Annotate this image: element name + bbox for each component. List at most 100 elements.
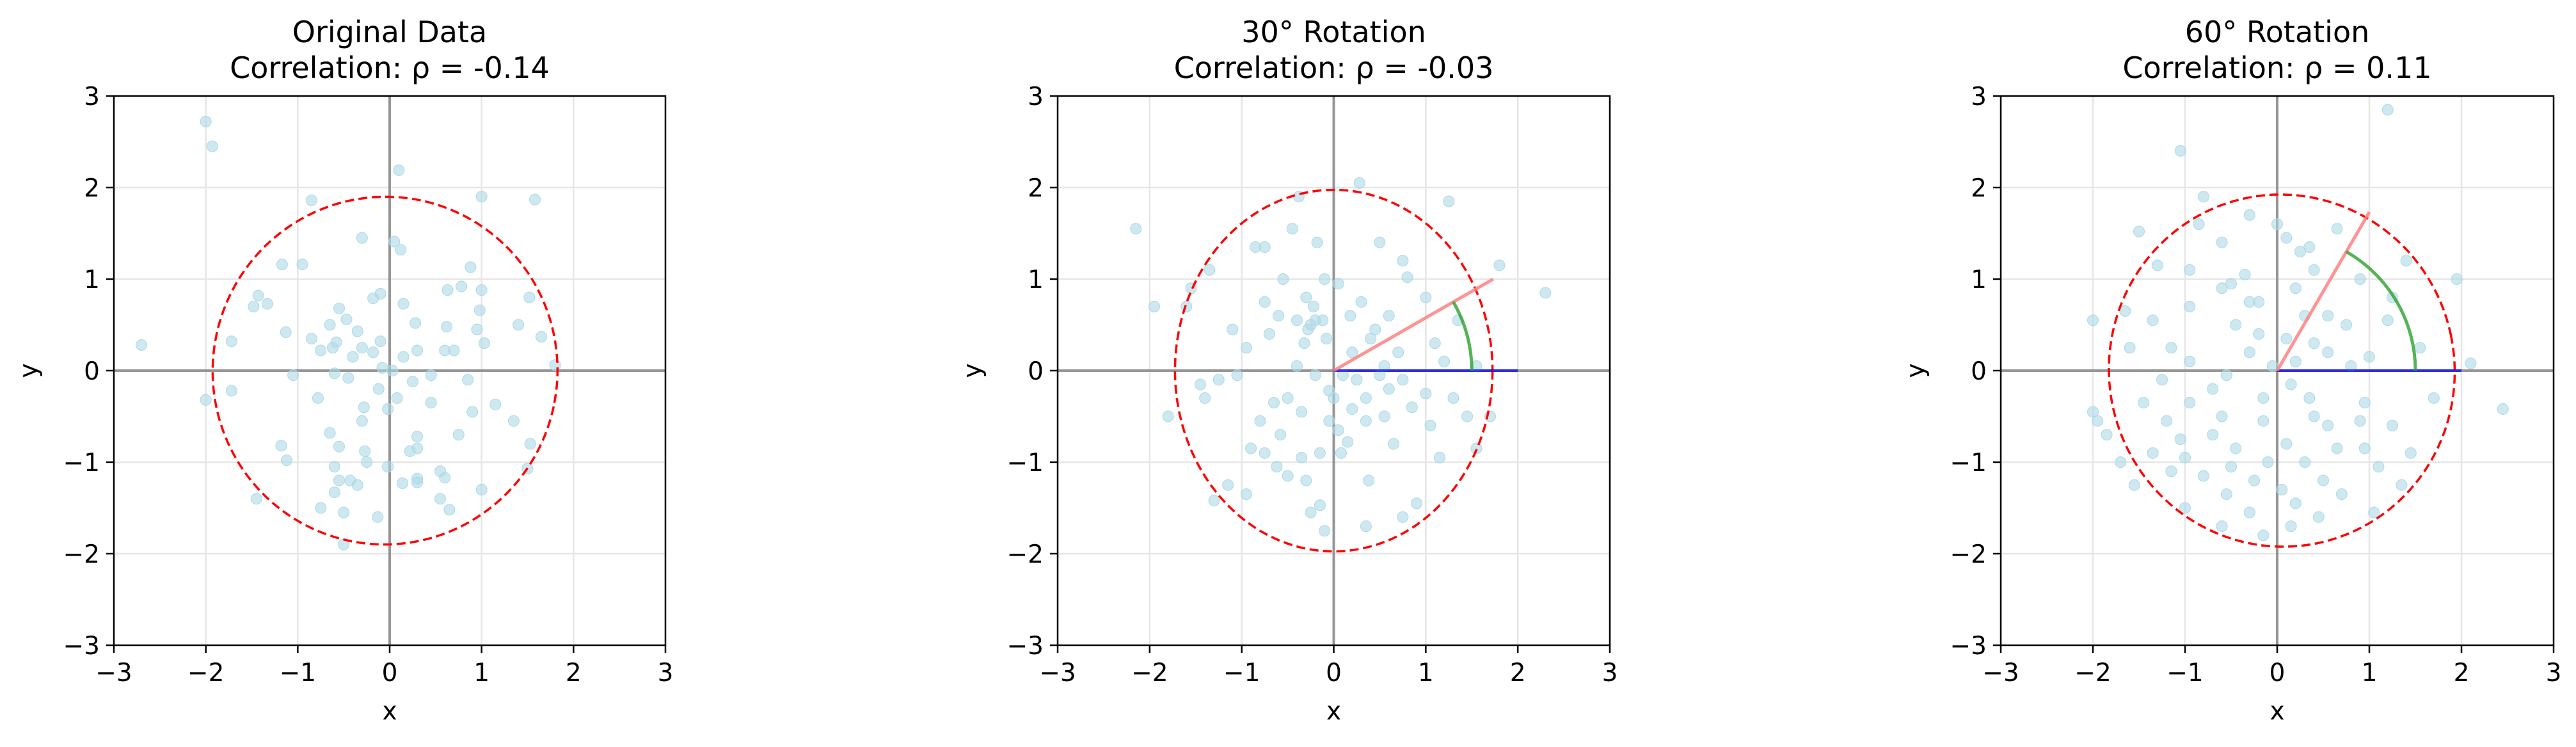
- data-point: [2308, 410, 2320, 422]
- data-point: [305, 332, 317, 344]
- data-point: [2179, 451, 2191, 463]
- y-tick-label: 1: [84, 266, 100, 294]
- data-point: [1273, 310, 1285, 322]
- data-point: [1429, 337, 1441, 349]
- data-point: [372, 511, 384, 523]
- data-point: [1387, 438, 1399, 450]
- data-point: [465, 261, 477, 273]
- data-point: [326, 342, 338, 354]
- x-tick-label: 3: [658, 659, 674, 687]
- data-point: [376, 362, 388, 374]
- data-point: [1420, 387, 1432, 399]
- data-point: [1277, 273, 1289, 285]
- data-point: [2257, 415, 2270, 427]
- y-tick-label: −3: [1950, 632, 1987, 661]
- data-point: [1286, 223, 1298, 235]
- data-point: [2165, 342, 2177, 354]
- rotation-angle-arc: [2345, 250, 2417, 371]
- confidence-ellipse: [211, 195, 559, 546]
- data-point: [1328, 392, 1340, 404]
- y-tick-label: 2: [84, 174, 100, 203]
- data-point: [1314, 499, 1326, 511]
- data-point: [478, 337, 490, 349]
- data-point: [529, 193, 541, 205]
- data-point: [136, 339, 148, 351]
- data-point: [404, 445, 416, 457]
- data-point: [2289, 355, 2302, 367]
- data-point: [2308, 264, 2320, 276]
- data-point: [2364, 351, 2375, 363]
- x-tick-label: 1: [473, 659, 489, 687]
- data-point: [2405, 447, 2417, 459]
- data-point: [1282, 470, 1294, 482]
- y-tick-label: 1: [1971, 266, 1987, 294]
- data-point: [1314, 447, 1326, 459]
- data-point: [2262, 456, 2274, 468]
- data-point: [2322, 419, 2334, 431]
- data-point: [1438, 355, 1451, 367]
- x-tick-label: −1: [280, 659, 317, 687]
- data-point: [2115, 456, 2127, 468]
- y-tick-label: −3: [1007, 632, 1044, 661]
- rotated-direction-line: [1333, 277, 1494, 373]
- data-point: [248, 300, 260, 312]
- data-point: [1332, 424, 1344, 436]
- data-point: [2358, 397, 2371, 409]
- data-point: [1470, 442, 1483, 454]
- data-point: [2197, 470, 2209, 482]
- data-point: [397, 298, 409, 310]
- data-point: [2239, 268, 2251, 280]
- data-point: [2253, 296, 2265, 308]
- data-point: [1291, 314, 1303, 326]
- data-point: [281, 454, 293, 467]
- data-point: [475, 483, 488, 495]
- data-point: [1420, 291, 1432, 303]
- data-point: [536, 331, 548, 343]
- data-point: [2151, 259, 2163, 271]
- data-point: [225, 385, 237, 397]
- data-point: [2358, 442, 2371, 454]
- data-point: [328, 461, 340, 473]
- data-point: [524, 438, 536, 450]
- data-point: [2184, 300, 2196, 312]
- data-point: [2308, 337, 2320, 349]
- data-point: [1300, 474, 1312, 486]
- y-axis-label: y: [1902, 363, 1930, 378]
- data-point: [1271, 461, 1283, 473]
- data-point: [1231, 369, 1243, 382]
- data-point: [1447, 392, 1459, 404]
- data-point: [466, 406, 479, 418]
- data-point: [2174, 433, 2186, 446]
- x-tick-label: 0: [2270, 659, 2286, 687]
- data-point: [1392, 346, 1404, 358]
- data-point: [276, 259, 288, 271]
- data-point: [2138, 397, 2150, 409]
- data-point: [2092, 415, 2104, 427]
- data-point: [1149, 300, 1161, 312]
- data-point: [324, 319, 336, 331]
- data-point: [2230, 442, 2242, 454]
- data-point: [200, 116, 212, 128]
- data-point: [1383, 310, 1395, 322]
- data-point: [2414, 342, 2426, 354]
- data-point: [200, 394, 212, 406]
- data-point: [2220, 369, 2232, 382]
- data-point: [2225, 461, 2237, 473]
- data-point: [2285, 520, 2297, 533]
- data-point: [1346, 346, 1358, 358]
- data-point: [1309, 369, 1321, 382]
- y-tick-label: 2: [1971, 174, 1987, 203]
- data-point: [358, 401, 370, 414]
- data-point: [2207, 429, 2219, 441]
- data-point: [2341, 319, 2352, 331]
- data-point: [2303, 241, 2316, 253]
- data-point: [456, 280, 468, 293]
- data-point: [425, 397, 437, 409]
- data-point: [2087, 314, 2099, 326]
- data-point: [1332, 278, 1344, 290]
- data-point: [2299, 456, 2311, 468]
- x-tick-label: 0: [1326, 659, 1342, 687]
- data-point: [1208, 495, 1220, 507]
- data-point: [347, 351, 359, 363]
